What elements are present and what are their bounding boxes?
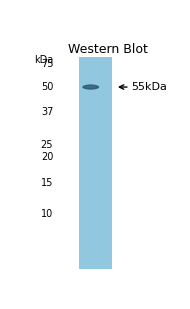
Text: 10: 10 [41,209,53,219]
Text: 75: 75 [41,59,53,70]
Bar [79,57,112,269]
Ellipse shape [85,86,96,88]
Text: kDa: kDa [34,55,53,65]
Text: 50: 50 [41,82,53,92]
Ellipse shape [82,84,99,90]
Text: 20: 20 [41,152,53,162]
Text: 37: 37 [41,107,53,117]
Text: 25: 25 [41,140,53,150]
Text: Western Blot: Western Blot [68,43,148,56]
Text: 55kDa: 55kDa [131,82,167,92]
Text: 15: 15 [41,178,53,188]
